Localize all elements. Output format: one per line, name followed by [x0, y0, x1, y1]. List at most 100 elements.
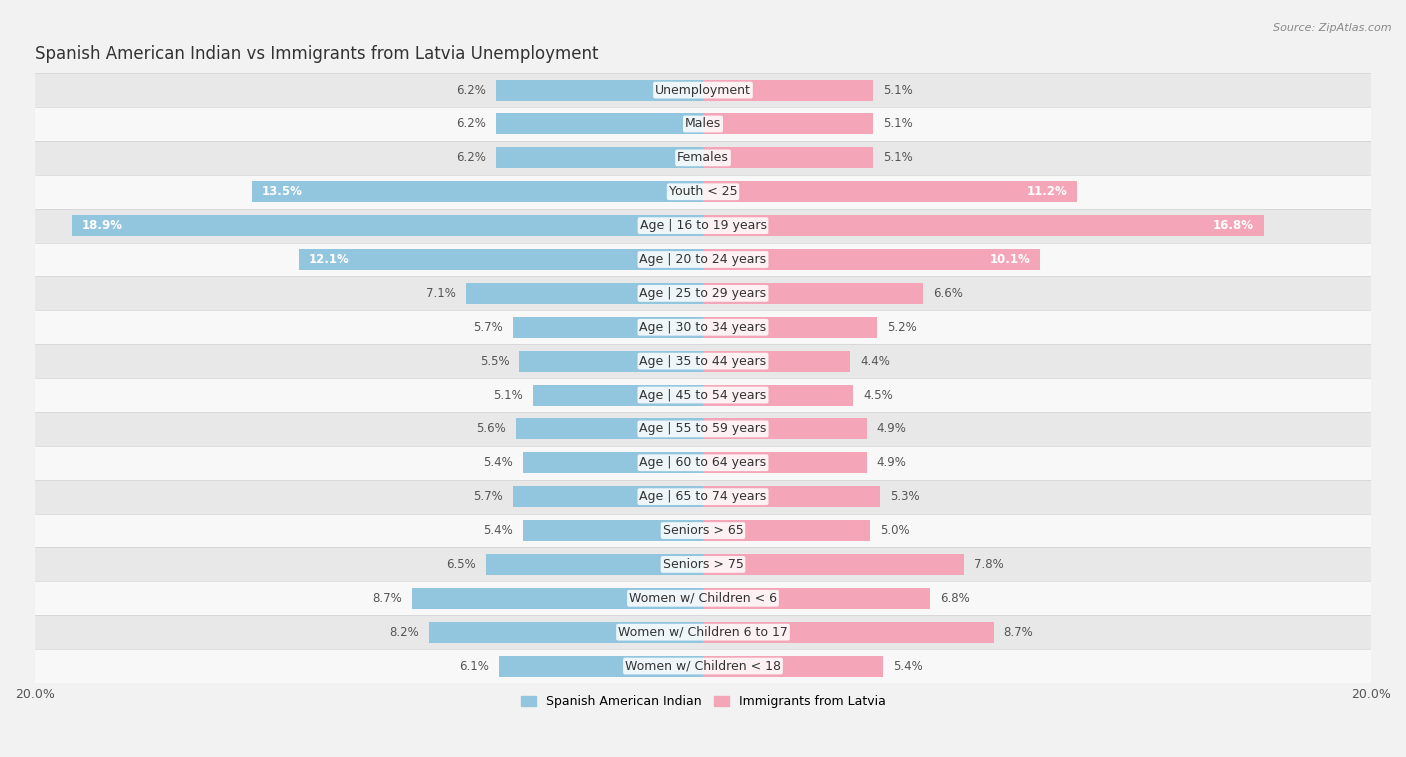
- Bar: [703, 148, 873, 168]
- Bar: [35, 141, 1371, 175]
- Text: 6.1%: 6.1%: [460, 659, 489, 672]
- Bar: [703, 79, 873, 101]
- Bar: [486, 554, 703, 575]
- Bar: [516, 419, 703, 439]
- Bar: [35, 446, 1371, 480]
- Text: Age | 16 to 19 years: Age | 16 to 19 years: [640, 219, 766, 232]
- Bar: [523, 452, 703, 473]
- Bar: [703, 452, 866, 473]
- Bar: [35, 513, 1371, 547]
- Bar: [703, 181, 1077, 202]
- Bar: [703, 419, 866, 439]
- Text: 5.4%: 5.4%: [482, 456, 513, 469]
- Bar: [35, 581, 1371, 615]
- Text: 6.2%: 6.2%: [456, 151, 486, 164]
- Bar: [496, 114, 703, 135]
- Text: Age | 65 to 74 years: Age | 65 to 74 years: [640, 491, 766, 503]
- Bar: [703, 215, 1264, 236]
- Text: Source: ZipAtlas.com: Source: ZipAtlas.com: [1274, 23, 1392, 33]
- Bar: [299, 249, 703, 270]
- Text: Age | 25 to 29 years: Age | 25 to 29 years: [640, 287, 766, 300]
- Text: Males: Males: [685, 117, 721, 130]
- Bar: [35, 73, 1371, 107]
- Text: Age | 45 to 54 years: Age | 45 to 54 years: [640, 388, 766, 401]
- Text: Spanish American Indian vs Immigrants from Latvia Unemployment: Spanish American Indian vs Immigrants fr…: [35, 45, 599, 64]
- Bar: [35, 547, 1371, 581]
- Bar: [72, 215, 703, 236]
- Bar: [703, 385, 853, 406]
- Bar: [35, 209, 1371, 242]
- Text: Women w/ Children 6 to 17: Women w/ Children 6 to 17: [619, 626, 787, 639]
- Text: Seniors > 75: Seniors > 75: [662, 558, 744, 571]
- Text: 16.8%: 16.8%: [1213, 219, 1254, 232]
- Text: 4.9%: 4.9%: [877, 422, 907, 435]
- Bar: [523, 520, 703, 541]
- Text: 4.5%: 4.5%: [863, 388, 893, 401]
- Text: 4.4%: 4.4%: [860, 354, 890, 368]
- Text: Age | 30 to 34 years: Age | 30 to 34 years: [640, 321, 766, 334]
- Text: 6.5%: 6.5%: [446, 558, 475, 571]
- Bar: [35, 615, 1371, 649]
- Bar: [703, 486, 880, 507]
- Text: 5.1%: 5.1%: [883, 117, 912, 130]
- Text: 6.2%: 6.2%: [456, 83, 486, 97]
- Text: 5.6%: 5.6%: [477, 422, 506, 435]
- Bar: [35, 412, 1371, 446]
- Bar: [35, 344, 1371, 378]
- Text: Women w/ Children < 6: Women w/ Children < 6: [628, 592, 778, 605]
- Text: 5.2%: 5.2%: [887, 321, 917, 334]
- Bar: [703, 554, 963, 575]
- Text: 13.5%: 13.5%: [262, 185, 302, 198]
- Text: 5.0%: 5.0%: [880, 524, 910, 537]
- Bar: [35, 649, 1371, 683]
- Bar: [35, 310, 1371, 344]
- Bar: [703, 283, 924, 304]
- Text: Women w/ Children < 18: Women w/ Children < 18: [626, 659, 780, 672]
- Bar: [35, 378, 1371, 412]
- Text: 5.4%: 5.4%: [482, 524, 513, 537]
- Bar: [35, 276, 1371, 310]
- Bar: [703, 621, 994, 643]
- Bar: [703, 249, 1040, 270]
- Bar: [703, 587, 931, 609]
- Text: Age | 60 to 64 years: Age | 60 to 64 years: [640, 456, 766, 469]
- Text: Age | 35 to 44 years: Age | 35 to 44 years: [640, 354, 766, 368]
- Bar: [35, 242, 1371, 276]
- Text: 6.6%: 6.6%: [934, 287, 963, 300]
- Text: 18.9%: 18.9%: [82, 219, 122, 232]
- Text: Unemployment: Unemployment: [655, 83, 751, 97]
- Text: 5.1%: 5.1%: [883, 83, 912, 97]
- Bar: [533, 385, 703, 406]
- Bar: [703, 656, 883, 677]
- Text: 11.2%: 11.2%: [1026, 185, 1067, 198]
- Text: 5.5%: 5.5%: [479, 354, 509, 368]
- Bar: [35, 480, 1371, 513]
- Bar: [519, 350, 703, 372]
- Text: 6.2%: 6.2%: [456, 117, 486, 130]
- Bar: [703, 520, 870, 541]
- Text: 8.7%: 8.7%: [1004, 626, 1033, 639]
- Bar: [412, 587, 703, 609]
- Bar: [703, 316, 877, 338]
- Text: 12.1%: 12.1%: [309, 253, 350, 266]
- Text: 4.9%: 4.9%: [877, 456, 907, 469]
- Text: 5.3%: 5.3%: [890, 491, 920, 503]
- Bar: [496, 79, 703, 101]
- Text: Age | 20 to 24 years: Age | 20 to 24 years: [640, 253, 766, 266]
- Text: 7.1%: 7.1%: [426, 287, 456, 300]
- Text: 5.4%: 5.4%: [893, 659, 924, 672]
- Bar: [465, 283, 703, 304]
- Text: 5.1%: 5.1%: [883, 151, 912, 164]
- Bar: [499, 656, 703, 677]
- Bar: [703, 114, 873, 135]
- Text: 5.7%: 5.7%: [472, 321, 502, 334]
- Text: 7.8%: 7.8%: [973, 558, 1004, 571]
- Text: 5.7%: 5.7%: [472, 491, 502, 503]
- Bar: [252, 181, 703, 202]
- Bar: [513, 316, 703, 338]
- Legend: Spanish American Indian, Immigrants from Latvia: Spanish American Indian, Immigrants from…: [516, 690, 890, 713]
- Bar: [496, 148, 703, 168]
- Bar: [513, 486, 703, 507]
- Text: 10.1%: 10.1%: [990, 253, 1031, 266]
- Bar: [35, 175, 1371, 209]
